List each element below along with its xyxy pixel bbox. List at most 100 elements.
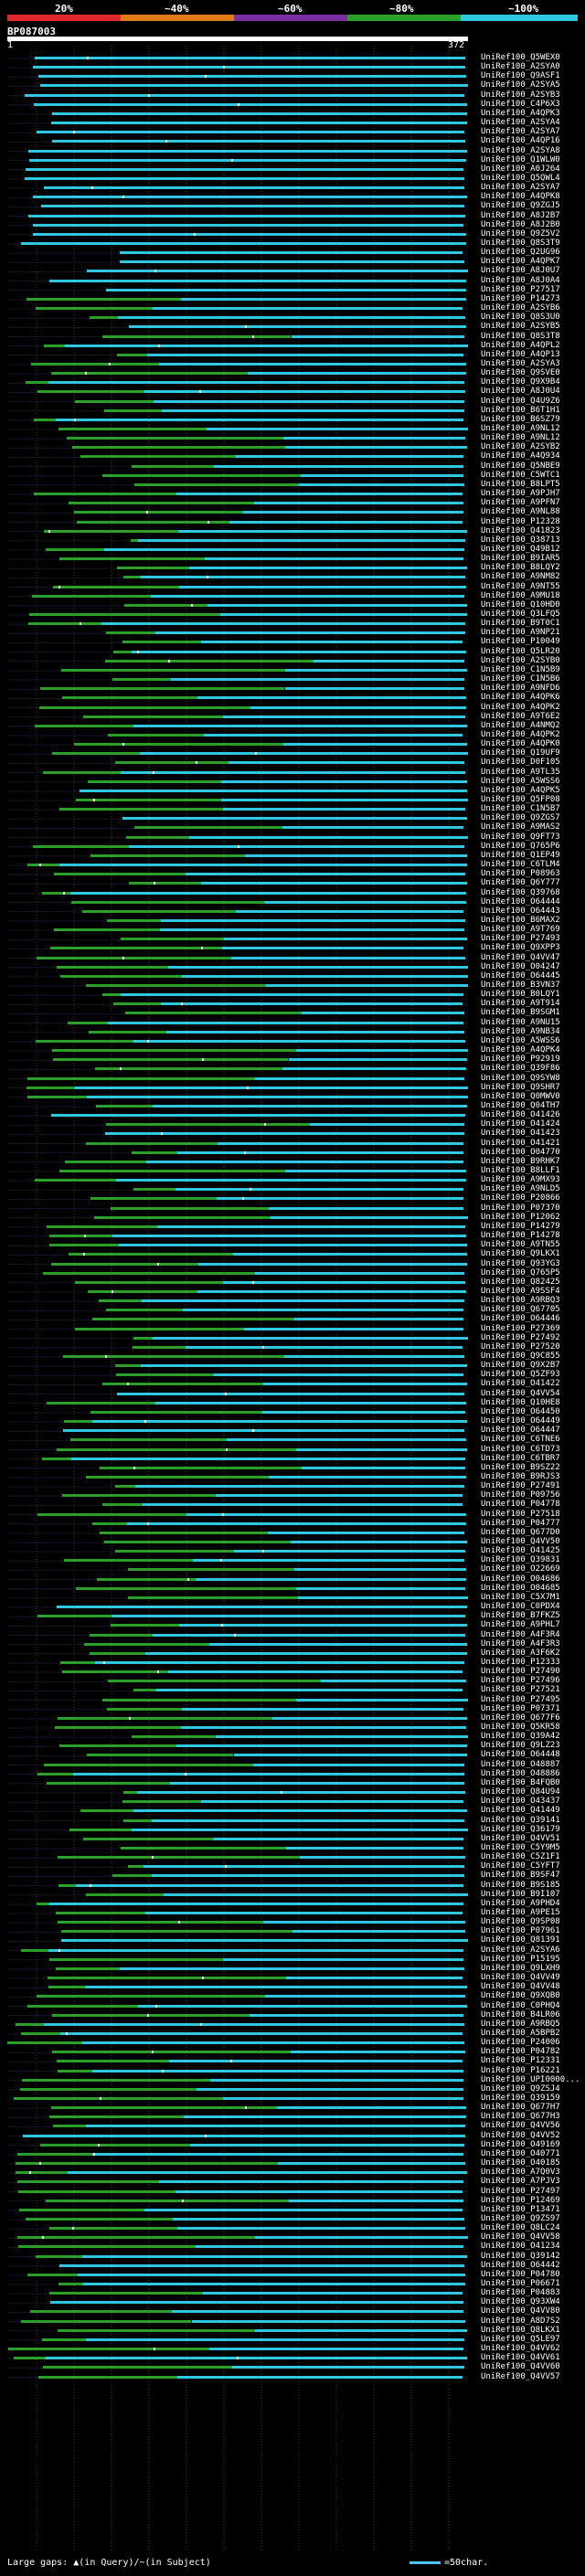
hit-label[interactable]: UniRef100_P27491 [481,1481,560,1491]
hit-label[interactable]: UniRef100_O40185 [481,2158,560,2168]
hit-label[interactable]: UniRef100_O41422 [481,1379,560,1389]
hit-label[interactable]: UniRef100_B9SZ22 [481,1462,560,1472]
hit-label[interactable]: UniRef100_P27518 [481,1509,560,1519]
hit-label[interactable]: UniRef100_A2SYA5 [481,80,560,90]
hit-label[interactable]: UniRef100_Q39A42 [481,1732,560,1742]
hit-label[interactable]: UniRef100_A9PE15 [481,1908,560,1917]
hit-label[interactable]: UniRef100_Q4U9Z6 [481,396,560,406]
hit-label[interactable]: UniRef100_O41421 [481,1138,560,1148]
hit-label[interactable]: UniRef100_B7FKZ5 [481,1611,560,1621]
hit-label[interactable]: UniRef100_A2SYB5 [481,322,560,332]
hit-label[interactable]: UniRef100_B4FQB0 [481,1777,560,1787]
hit-label[interactable]: UniRef100_Q10HD0 [481,599,560,610]
hit-label[interactable]: UniRef100_Q1WLW0 [481,154,560,164]
hit-label[interactable]: UniRef100_Q5QWL4 [481,173,560,183]
hit-label[interactable]: UniRef100_O41423 [481,1129,560,1139]
hit-label[interactable]: UniRef100_A9T914 [481,999,560,1009]
hit-label[interactable]: UniRef100_O64445 [481,970,560,981]
hit-label[interactable]: UniRef100_Q5NBE9 [481,461,560,471]
hit-label[interactable]: UniRef100_A9TL35 [481,767,560,777]
hit-label[interactable]: UniRef100_Q38713 [481,535,560,545]
hit-label[interactable]: UniRef100_A9SSF4 [481,1286,560,1296]
hit-label[interactable]: UniRef100_O04686 [481,1574,560,1584]
hit-label[interactable]: UniRef100_A9NT55 [481,581,560,591]
hit-label[interactable]: UniRef100_B9RJS3 [481,1471,560,1481]
hit-label[interactable]: UniRef100_Q5ZF93 [481,1370,560,1380]
hit-label[interactable]: UniRef100_A8D7S2 [481,2316,560,2326]
hit-label[interactable]: UniRef100_A9TN55 [481,1240,560,1250]
hit-label[interactable]: UniRef100_P12331 [481,2056,560,2066]
hit-label[interactable]: UniRef100_B8LQY2 [481,563,560,573]
hit-label[interactable]: UniRef100_C0PHQ4 [481,2000,560,2010]
hit-label[interactable]: UniRef100_Q4VV62 [481,2344,560,2354]
hit-label[interactable]: UniRef100_A4NMQ2 [481,720,560,730]
hit-label[interactable]: UniRef100_P13471 [481,2204,560,2214]
hit-label[interactable]: UniRef100_Q8LC24 [481,2223,560,2233]
hit-label[interactable]: UniRef100_P12469 [481,2195,560,2205]
hit-label[interactable]: UniRef100_P27517 [481,284,560,294]
hit-label[interactable]: UniRef100_B9S185 [481,1880,560,1890]
hit-label[interactable]: UniRef100_A2SYA3 [481,358,560,368]
hit-label[interactable]: UniRef100_O48886 [481,1768,560,1778]
hit-label[interactable]: UniRef100_P27493 [481,934,560,944]
hit-label[interactable]: UniRef100_A4QPL2 [481,340,560,350]
hit-label[interactable]: UniRef100_C5WTC1 [481,470,560,480]
hit-label[interactable]: UniRef100_C6TD73 [481,1444,560,1454]
hit-label[interactable]: UniRef100_C1N5B6 [481,674,560,684]
hit-label[interactable]: UniRef100_Q81391 [481,1935,560,1945]
hit-label[interactable]: UniRef100_Q39768 [481,887,560,897]
hit-label[interactable]: UniRef100_A2SYB3 [481,90,560,100]
hit-label[interactable]: UniRef100_A4QP13 [481,349,560,359]
hit-label[interactable]: UniRef100_O04770 [481,1147,560,1157]
hit-label[interactable]: UniRef100_A9PHL7 [481,1620,560,1630]
hit-label[interactable]: UniRef100_Q4VV49 [481,1973,560,1983]
hit-label[interactable]: UniRef100_Q5WEX0 [481,53,560,62]
hit-label[interactable]: UniRef100_A4QPK4 [481,1045,560,1055]
hit-label[interactable]: UniRef100_A4QPK2 [481,729,560,739]
hit-label[interactable]: UniRef100_Q4VV60 [481,2362,560,2372]
hit-label[interactable]: UniRef100_Q04TH7 [481,1100,560,1110]
hit-label[interactable]: UniRef100_B6T1H1 [481,405,560,415]
hit-label[interactable]: UniRef100_P27520 [481,1341,560,1352]
hit-label[interactable]: UniRef100_A9NU15 [481,1017,560,1027]
hit-label[interactable]: UniRef100_Q4VV48 [481,1982,560,1992]
hit-label[interactable]: UniRef100_A2SYA4 [481,118,560,128]
hit-label[interactable]: UniRef100_O41426 [481,1110,560,1120]
hit-label[interactable]: UniRef100_C6TNE6 [481,1435,560,1445]
hit-label[interactable]: UniRef100_O64450 [481,1406,560,1416]
hit-label[interactable]: UniRef100_O04247 [481,961,560,971]
hit-label[interactable]: UniRef100_Q6Y777 [481,878,560,888]
hit-label[interactable]: UniRef100_B3VN37 [481,981,560,990]
hit-label[interactable]: UniRef100_A8J0U4 [481,387,560,397]
hit-label[interactable]: UniRef100_B8LLF1 [481,1166,560,1175]
hit-label[interactable]: UniRef100_Q9LXH9 [481,1963,560,1973]
hit-label[interactable]: UniRef100_Q9LKX1 [481,1249,560,1259]
hit-label[interactable]: UniRef100_P09756 [481,1490,560,1500]
hit-label[interactable]: UniRef100_Q4VV47 [481,952,560,962]
hit-label[interactable]: UniRef100_Q5FP08 [481,795,560,804]
hit-label[interactable]: UniRef100_Q9XQB0 [481,1991,560,2001]
hit-label[interactable]: UniRef100_C1N5B9 [481,664,560,674]
hit-label[interactable]: UniRef100_Q82425 [481,1277,560,1287]
hit-label[interactable]: UniRef100_Q8S3U0 [481,313,560,323]
hit-label[interactable]: UniRef100_P14279 [481,1221,560,1231]
hit-label[interactable]: UniRef100_A2SYA7 [481,127,560,137]
hit-label[interactable]: UniRef100_Q67705 [481,1305,560,1315]
hit-label[interactable]: UniRef100_O64448 [481,1750,560,1760]
hit-label[interactable]: UniRef100_A4QP16 [481,136,560,146]
hit-label[interactable]: UniRef100_Q9ASF1 [481,71,560,81]
hit-label[interactable]: UniRef100_P04777 [481,1518,560,1528]
hit-label[interactable]: UniRef100_A9PJH7 [481,489,560,499]
hit-label[interactable]: UniRef100_Q9XPP3 [481,943,560,953]
hit-label[interactable]: UniRef100_P15195 [481,1954,560,1964]
hit-label[interactable]: UniRef100_Q9SHR7 [481,1082,560,1092]
hit-label[interactable]: UniRef100_Q9X2B7 [481,1361,560,1371]
hit-label[interactable]: UniRef100_P20866 [481,1193,560,1203]
hit-label[interactable]: UniRef100_A8J2B0 [481,219,560,229]
hit-label[interactable]: UniRef100_D0F105 [481,758,560,768]
hit-label[interactable]: UniRef100_B9I107 [481,1889,560,1899]
hit-label[interactable]: UniRef100_O41234 [481,2242,560,2252]
hit-label[interactable]: UniRef100_P12062 [481,1212,560,1222]
hit-label[interactable]: UniRef100_A9RBQ3 [481,1296,560,1306]
hit-label[interactable]: UniRef100_A8J0U7 [481,266,560,276]
